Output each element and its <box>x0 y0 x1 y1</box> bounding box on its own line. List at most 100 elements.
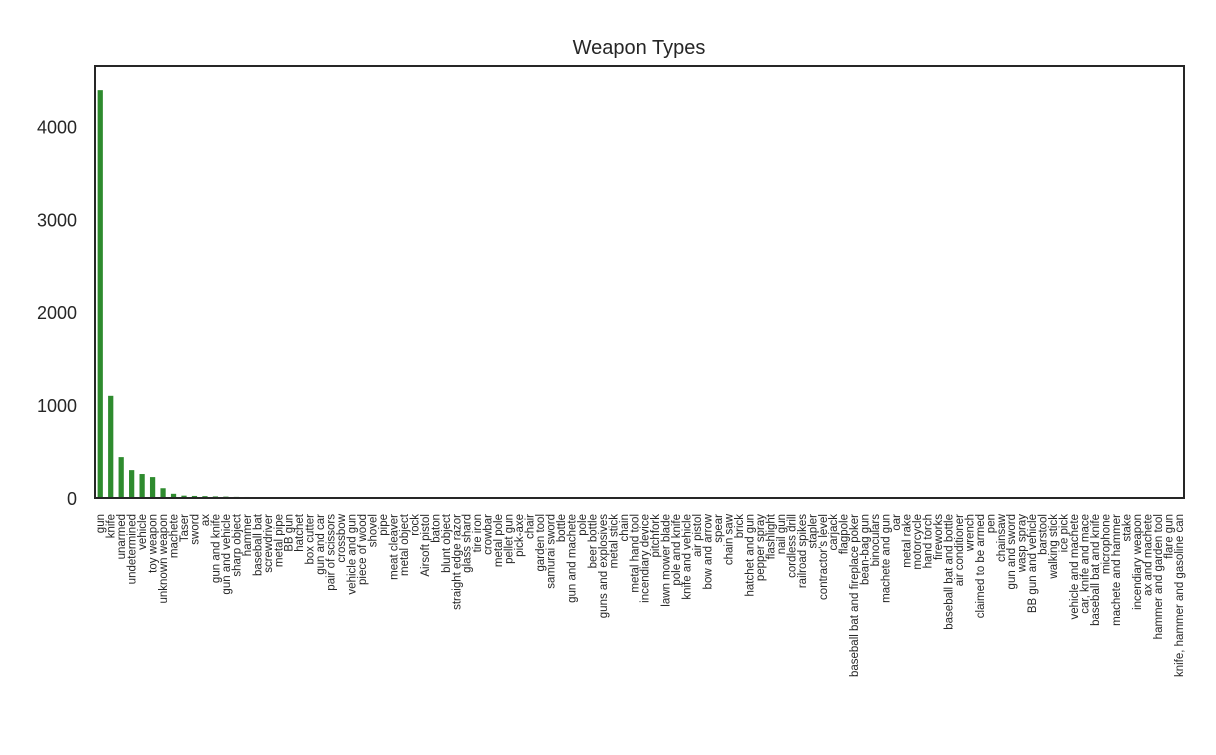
x-tick-label-27: pipe <box>378 514 390 536</box>
x-tick-label-69: contractor's level <box>818 514 830 600</box>
x-tick-label-11: gun and knife <box>210 514 222 583</box>
x-tick-label-86: chainsaw <box>996 513 1008 562</box>
y-tick-label-4: 4000 <box>37 117 77 137</box>
x-tick-label-28: meat cleaver <box>388 514 400 580</box>
x-tick-label-16: screwdriver <box>263 514 275 573</box>
x-tick-label-52: incendiary device <box>640 514 652 603</box>
x-tick-label-93: vehicle and machete <box>1069 514 1081 619</box>
y-tick-label-0: 0 <box>67 489 77 509</box>
x-tick-label-90: barstool <box>1038 514 1050 555</box>
x-tick-label-14: hammer <box>242 514 254 556</box>
plot-frame <box>94 65 1185 499</box>
x-tick-label-102: flare gun <box>1163 514 1175 559</box>
bar-2 <box>118 457 124 498</box>
x-tick-label-92: ice pick <box>1059 514 1071 553</box>
x-tick-label-12: gun and vehicle <box>221 514 233 595</box>
x-tick-label-30: rock <box>409 514 421 536</box>
bar-4 <box>139 474 145 498</box>
x-tick-label-95: baseball bat and knife <box>1090 514 1102 626</box>
x-tick-label-0: gun <box>95 514 107 533</box>
x-tick-label-2: unarmed <box>116 514 128 559</box>
x-tick-label-44: bottle <box>556 514 568 542</box>
x-tick-label-48: guns and explosives <box>598 514 610 618</box>
x-tick-label-79: hand torch <box>922 514 934 568</box>
x-tick-label-101: hammer and garden tool <box>1153 514 1165 639</box>
x-tick-label-6: unknown weapon <box>158 514 170 604</box>
x-tick-label-74: binoculars <box>870 514 882 567</box>
x-tick-label-10: ax <box>200 514 212 526</box>
x-tick-label-38: metal pole <box>493 514 505 567</box>
x-tick-label-51: metal hand tool <box>629 514 641 593</box>
x-tick-label-60: chain saw <box>724 513 736 565</box>
x-tick-label-71: flagpole <box>839 514 851 554</box>
x-tick-label-31: Airsoft pistol <box>420 514 432 577</box>
x-tick-label-8: Taser <box>179 514 191 542</box>
x-tick-label-98: stake <box>1121 514 1133 542</box>
x-tick-label-85: pen <box>985 514 997 533</box>
x-tick-label-9: sword <box>189 514 201 545</box>
x-tick-label-35: glass shard <box>462 514 474 573</box>
x-tick-label-24: vehicle and gun <box>347 514 359 595</box>
bar-8 <box>181 495 187 498</box>
x-tick-label-32: baton <box>430 514 442 543</box>
x-tick-label-63: pepper spray <box>755 514 767 581</box>
x-tick-label-50: chain <box>619 514 631 542</box>
x-tick-label-7: machete <box>169 514 181 558</box>
x-tick-label-17: metal pipe <box>273 514 285 567</box>
y-axis-ticks: 0 1000 2000 3000 4000 <box>37 117 77 509</box>
x-tick-label-15: baseball bat <box>252 513 264 576</box>
x-tick-label-103: knife, hammer and gasoline can <box>1174 514 1186 677</box>
x-tick-label-45: gun and machete <box>566 514 578 603</box>
x-tick-label-65: nail gun <box>776 514 788 554</box>
x-tick-label-47: beer bottle <box>587 514 599 568</box>
x-tick-label-70: carjack <box>828 514 840 551</box>
x-tick-label-55: pole and knife <box>671 514 683 586</box>
x-tick-label-66: cordless drill <box>786 514 798 578</box>
bar-3 <box>129 470 135 498</box>
x-tick-label-34: straight edge razor <box>451 514 463 610</box>
x-tick-label-29: metal object <box>399 513 411 576</box>
bar-5 <box>149 477 156 498</box>
y-tick-label-1: 1000 <box>37 396 77 416</box>
x-tick-label-5: toy weapon <box>148 514 160 573</box>
x-tick-label-100: ax and machete <box>1142 514 1154 596</box>
x-tick-label-96: microphone <box>1100 514 1112 574</box>
x-tick-label-58: bow and arrow <box>703 513 715 589</box>
y-tick-label-3: 3000 <box>37 210 77 230</box>
x-tick-label-76: oar <box>891 514 903 531</box>
x-tick-label-87: gun and sword <box>1006 514 1018 589</box>
x-tick-label-67: railroad spikes <box>797 514 809 588</box>
x-tick-label-84: claimed to be armed <box>975 514 987 618</box>
bar-1 <box>108 395 114 498</box>
bar-0 <box>97 90 103 499</box>
x-tick-label-61: brick <box>734 514 746 539</box>
x-tick-label-83: wrench <box>964 514 976 552</box>
x-tick-label-4: vehicle <box>137 514 149 550</box>
x-tick-label-3: undetermined <box>127 514 139 584</box>
bar-6 <box>160 488 166 498</box>
x-tick-label-36: tire iron <box>472 514 484 552</box>
bars-group <box>97 90 1182 499</box>
x-tick-label-89: BB gun and vehicle <box>1027 514 1039 613</box>
x-tick-label-64: flashlight <box>765 513 777 559</box>
x-tick-label-21: gun and car <box>315 514 327 575</box>
x-tick-label-46: pole <box>577 514 589 536</box>
x-tick-label-72: baseball bat and fireplace poker <box>849 514 861 677</box>
x-tick-label-73: bean-bag gun <box>860 514 872 585</box>
x-tick-label-37: crowbar <box>483 514 495 555</box>
x-tick-label-99: incendiary weapon <box>1132 514 1144 610</box>
x-tick-label-78: motorcycle <box>912 514 924 570</box>
x-tick-label-80: fireworks <box>933 514 945 560</box>
x-tick-label-43: samurai sword <box>546 514 558 589</box>
x-tick-label-75: machete and gun <box>881 514 893 603</box>
x-tick-label-39: pellet gun <box>504 514 516 564</box>
x-tick-label-40: pick-axe <box>514 514 526 557</box>
chart-title: Weapon Types <box>573 37 706 59</box>
x-tick-label-54: lawn mower blade <box>661 514 673 607</box>
x-tick-label-68: stapler <box>807 514 819 549</box>
x-tick-label-97: machete and hammer <box>1111 514 1123 626</box>
x-tick-label-94: car, knife and mace <box>1080 514 1092 614</box>
